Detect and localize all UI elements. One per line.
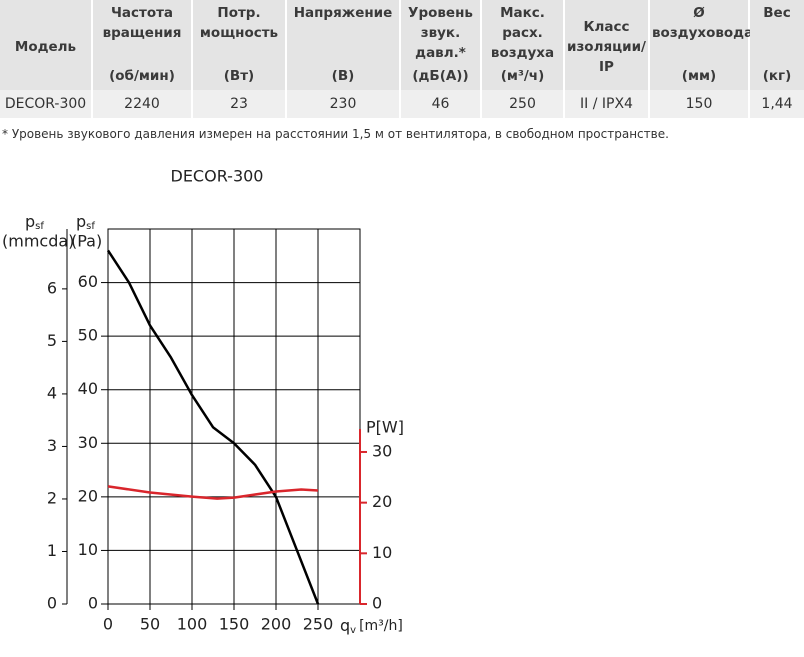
label-subscript: sf xyxy=(86,221,95,232)
y-unit: (Pa) xyxy=(71,232,102,251)
y-alt-tick-label: 1 xyxy=(47,541,57,560)
y-alt-tick-label: 6 xyxy=(47,278,57,297)
header-name: Частота вращения xyxy=(102,5,182,41)
y-alt-unit: (mmcda) xyxy=(2,232,74,251)
y-tick-label: 50 xyxy=(78,326,98,345)
header-cell: Потр. мощность (Вт) xyxy=(191,0,286,90)
y-alt-tick-label: 4 xyxy=(47,383,57,402)
y-tick-label: 40 xyxy=(78,379,98,398)
header-name: Ø воздуховода xyxy=(652,5,754,41)
cell: 230 xyxy=(285,90,400,118)
y-alt-tick-label: 5 xyxy=(47,331,57,350)
header-cell: Макс. расх. воздуха (м³/ч) xyxy=(480,0,564,90)
spec-table: Модель Частота вращения (об/мин) Потр. мощн… xyxy=(0,0,804,118)
x-tick-label: 0 xyxy=(103,615,113,634)
label-subscript: v xyxy=(350,625,356,636)
label-symbol: q xyxy=(340,616,350,635)
y2-tick-label: 10 xyxy=(372,543,392,562)
curve xyxy=(107,485,319,500)
x-tick-label: 50 xyxy=(140,615,160,634)
curve xyxy=(106,249,320,605)
y-tick-label: 60 xyxy=(78,272,98,291)
y2-label: P[W] xyxy=(366,418,404,437)
y-alt-tick-label: 3 xyxy=(47,436,57,455)
header-name: Напряжение xyxy=(293,5,393,21)
footnote: * Уровень звукового давления измерен на … xyxy=(2,127,669,141)
label-symbol: p xyxy=(76,212,86,231)
header-row: Модель Частота вращения (об/мин) Потр. мощн… xyxy=(0,0,804,90)
header-unit: (мм) xyxy=(681,68,717,84)
x-tick-label: 150 xyxy=(219,615,250,634)
y-tick-label: 10 xyxy=(78,540,98,559)
header-name: Модель xyxy=(14,38,77,55)
y-label: psf xyxy=(76,212,95,233)
y-tick-label: 20 xyxy=(78,486,98,505)
header-unit: (кг) xyxy=(762,68,792,84)
header-name: Макс. расх. воздуха xyxy=(490,5,555,61)
label-symbol: p xyxy=(25,212,35,231)
header-cell: Вес (кг) xyxy=(748,0,804,90)
x-label: qv [m³/h] xyxy=(340,616,403,637)
header-unit: (Вт) xyxy=(223,68,255,84)
x-tick-label: 200 xyxy=(261,615,292,634)
x-unit: [m³/h] xyxy=(359,618,403,634)
cell: 150 xyxy=(648,90,749,118)
x-tick-label: 100 xyxy=(177,615,208,634)
data-row: DECOR-300 2240 23 230 46 250 II / IPX4 150 1,44 xyxy=(0,90,804,118)
header-cell: Класс изоляции/ IP xyxy=(563,0,649,90)
header-name: Класс изоляции/ IP xyxy=(567,18,646,75)
cell: 23 xyxy=(191,90,286,118)
y-tick-label: 0 xyxy=(88,594,98,613)
y-alt-tick-label: 0 xyxy=(47,594,57,613)
cell: II / IPX4 xyxy=(563,90,649,118)
header-name: Вес xyxy=(763,5,791,21)
y-alt-label: psf xyxy=(25,212,44,233)
cell: 1,44 xyxy=(748,90,804,118)
y2-tick-label: 20 xyxy=(372,492,392,511)
header-cell: Напряжение (В) xyxy=(285,0,400,90)
header-unit: (В) xyxy=(331,68,355,84)
header-name: Потр. мощность xyxy=(199,5,279,41)
cell: DECOR-300 xyxy=(0,90,92,118)
label-subscript: sf xyxy=(35,221,44,232)
header-cell: Модель xyxy=(0,0,92,90)
cell: 46 xyxy=(399,90,481,118)
header-name: Уровень звук. давл.* xyxy=(408,5,473,61)
header-cell: Уровень звук. давл.* (дБ(А)) xyxy=(399,0,481,90)
y-tick-label: 30 xyxy=(78,433,98,452)
x-tick-label: 250 xyxy=(303,615,334,634)
header-cell: Частота вращения (об/мин) xyxy=(91,0,192,90)
header-unit: (об/мин) xyxy=(109,68,175,84)
y2-tick-label: 0 xyxy=(372,594,382,613)
chart-title: DECOR-300 xyxy=(171,167,264,186)
header-cell: Ø воздуховода (мм) xyxy=(648,0,753,90)
cell: 250 xyxy=(480,90,564,118)
header-unit: (м³/ч) xyxy=(500,68,545,84)
header-unit: (дБ(А)) xyxy=(412,68,469,84)
y2-tick-label: 30 xyxy=(372,441,392,460)
y-alt-tick-label: 2 xyxy=(47,488,57,507)
cell: 2240 xyxy=(91,90,192,118)
